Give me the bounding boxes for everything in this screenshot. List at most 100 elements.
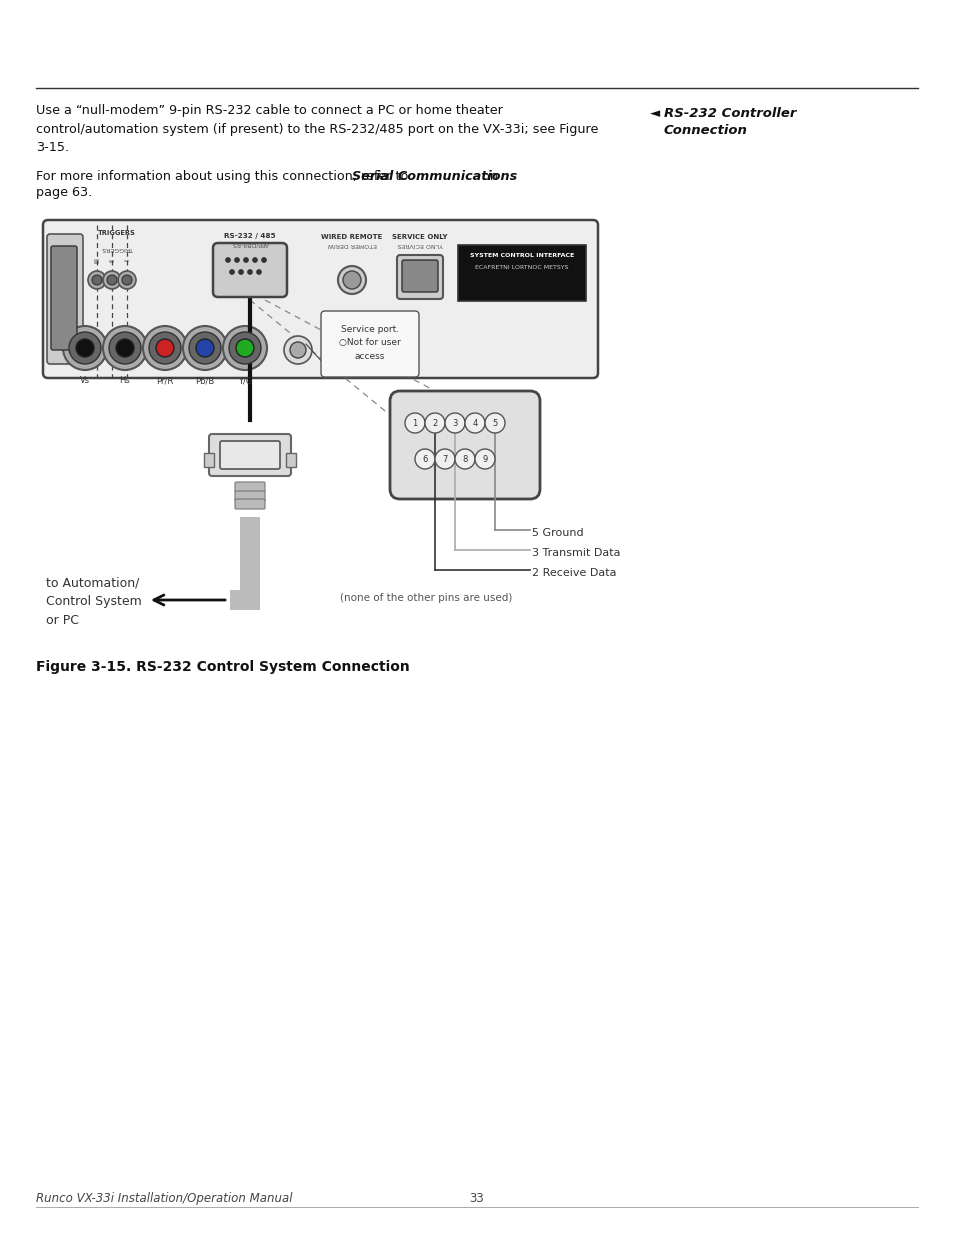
Text: 6: 6 [422,454,427,463]
Circle shape [116,338,133,357]
Text: ○Not for user: ○Not for user [338,338,400,347]
Text: SYSTEM CONTROL INTERFACE: SYSTEM CONTROL INTERFACE [470,253,574,258]
Circle shape [464,412,484,433]
Text: Y/G: Y/G [237,375,252,385]
Circle shape [183,326,227,370]
FancyBboxPatch shape [320,311,418,377]
Text: Serial Communications: Serial Communications [352,170,517,183]
Circle shape [225,258,231,263]
Text: Figure 3-15. RS-232 Control System Connection: Figure 3-15. RS-232 Control System Conne… [36,659,410,674]
Bar [230,590,250,610]
FancyBboxPatch shape [234,492,265,501]
FancyBboxPatch shape [220,441,280,469]
Bar [286,453,295,467]
Circle shape [475,450,495,469]
Circle shape [109,332,141,364]
Text: (none of the other pins are used): (none of the other pins are used) [339,593,512,603]
Text: access: access [355,352,385,361]
Circle shape [455,450,475,469]
Text: Service port.: Service port. [340,325,398,333]
Text: 3 Transmit Data: 3 Transmit Data [532,548,619,558]
Circle shape [484,412,504,433]
Text: ETOMER DERIW: ETOMER DERIW [327,242,376,247]
Text: Pb/B: Pb/B [195,375,214,385]
Circle shape [195,338,213,357]
Circle shape [415,450,435,469]
Circle shape [337,266,366,294]
Circle shape [424,412,444,433]
Circle shape [253,258,257,263]
Text: WIRED REMOTE: WIRED REMOTE [321,233,382,240]
Circle shape [230,269,234,274]
Circle shape [156,338,173,357]
Text: 1: 1 [412,419,417,427]
Circle shape [63,326,107,370]
FancyBboxPatch shape [234,482,265,492]
Circle shape [149,332,181,364]
Text: 4: 4 [472,419,477,427]
Text: II: II [109,258,115,262]
Text: SERVICE ONLY: SERVICE ONLY [392,233,447,240]
Bar [457,245,585,301]
Text: Pr/R: Pr/R [156,375,173,385]
Text: 8: 8 [462,454,467,463]
Text: Connection: Connection [663,124,747,137]
Text: For more information about using this connection, refer to: For more information about using this co… [36,170,412,183]
Text: ECAFRETNI LORTNOC METSYS: ECAFRETNI LORTNOC METSYS [475,266,568,270]
Circle shape [444,412,464,433]
Circle shape [91,275,102,285]
Circle shape [189,332,221,364]
Text: 7: 7 [442,454,447,463]
FancyBboxPatch shape [234,499,265,509]
Text: APP/DB9-RS: APP/DB9-RS [232,242,269,247]
Text: YLNO ECIVRES: YLNO ECIVRES [396,242,442,247]
Circle shape [243,258,248,263]
FancyBboxPatch shape [390,391,539,499]
Text: 5: 5 [492,419,497,427]
FancyBboxPatch shape [209,433,291,475]
Text: RS-232 Controller: RS-232 Controller [663,107,796,120]
Circle shape [343,270,360,289]
Text: TRIGGERS: TRIGGERS [98,230,135,236]
Text: III: III [94,257,100,263]
Circle shape [435,450,455,469]
Circle shape [261,258,266,263]
Circle shape [103,326,147,370]
Circle shape [290,342,306,358]
Circle shape [235,338,253,357]
FancyBboxPatch shape [401,261,437,291]
Text: TRIGGERS: TRIGGERS [101,246,132,251]
FancyBboxPatch shape [213,243,287,296]
FancyBboxPatch shape [43,220,598,378]
Text: Use a “null-modem” 9-pin RS-232 cable to connect a PC or home theater
control/au: Use a “null-modem” 9-pin RS-232 cable to… [36,104,598,154]
Circle shape [88,270,106,289]
Circle shape [223,326,267,370]
Text: I: I [124,259,130,261]
Text: Runco VX-33i Installation/Operation Manual: Runco VX-33i Installation/Operation Manu… [36,1192,293,1205]
Circle shape [118,270,136,289]
Circle shape [69,332,101,364]
Text: ◄: ◄ [649,107,664,120]
Text: to Automation/
Control System
or PC: to Automation/ Control System or PC [46,577,142,627]
Circle shape [103,270,121,289]
Text: on: on [477,170,497,183]
Circle shape [284,336,312,364]
Text: 2 Receive Data: 2 Receive Data [532,568,616,578]
Circle shape [76,338,94,357]
Circle shape [122,275,132,285]
Text: 2: 2 [432,419,437,427]
FancyBboxPatch shape [396,254,442,299]
Text: Hs: Hs [119,375,131,385]
FancyBboxPatch shape [51,246,77,350]
Bar [204,453,213,467]
Circle shape [238,269,243,274]
Text: Vs: Vs [80,375,90,385]
FancyBboxPatch shape [47,233,83,364]
Text: 3: 3 [452,419,457,427]
Circle shape [143,326,187,370]
Circle shape [234,258,239,263]
Bar [240,517,260,610]
Circle shape [405,412,424,433]
Text: 33: 33 [469,1192,484,1205]
Text: 5 Ground: 5 Ground [532,529,583,538]
